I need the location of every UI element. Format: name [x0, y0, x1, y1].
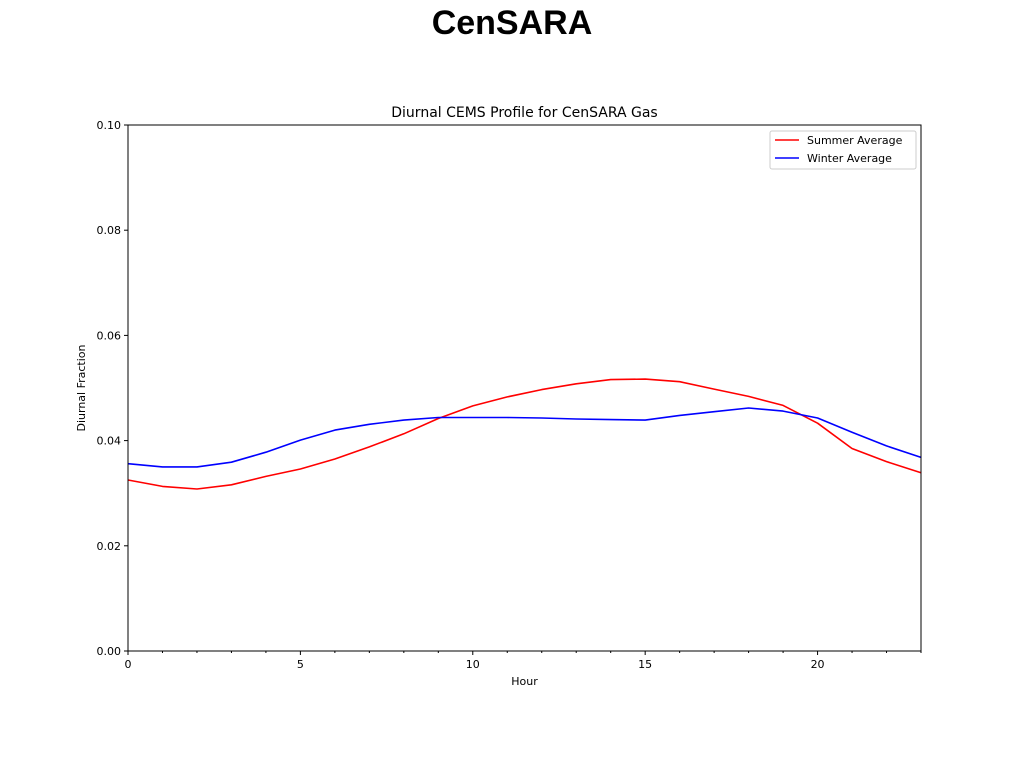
y-tick-label: 0.10	[97, 119, 122, 132]
legend-box	[769, 130, 917, 170]
y-tick-label: 0.08	[97, 224, 122, 237]
series-lines	[127, 378, 922, 490]
x-tick-label: 10	[466, 658, 480, 671]
legend-label: Winter Average	[807, 152, 892, 165]
slide-title: CenSARA	[431, 4, 593, 42]
legend: Summer Average Winter Average	[769, 130, 917, 170]
y-tick-label: 0.02	[97, 540, 122, 553]
y-axis-label: Diurnal Fraction	[75, 344, 88, 431]
x-axis-label: Hour	[511, 675, 538, 688]
y-tick-label: 0.06	[97, 329, 122, 342]
x-tick-label: 15	[638, 658, 652, 671]
x-tick-label: 5	[297, 658, 304, 671]
y-axis: 0.00 0.02 0.04 0.06 0.08 0.10	[97, 119, 128, 658]
plot-frame	[127, 124, 922, 652]
y-tick-label: 0.04	[97, 435, 122, 448]
chart-title: Diurnal CEMS Profile for CenSARA Gas	[391, 105, 657, 121]
y-tick-label: 0.00	[97, 645, 122, 658]
series-line-summer-average	[127, 378, 922, 490]
x-axis: 0 5 10 15 20	[125, 651, 922, 671]
series-line-winter-average	[127, 407, 922, 468]
x-tick-label: 0	[125, 658, 132, 671]
x-tick-label: 20	[811, 658, 825, 671]
legend-label: Summer Average	[807, 134, 903, 147]
